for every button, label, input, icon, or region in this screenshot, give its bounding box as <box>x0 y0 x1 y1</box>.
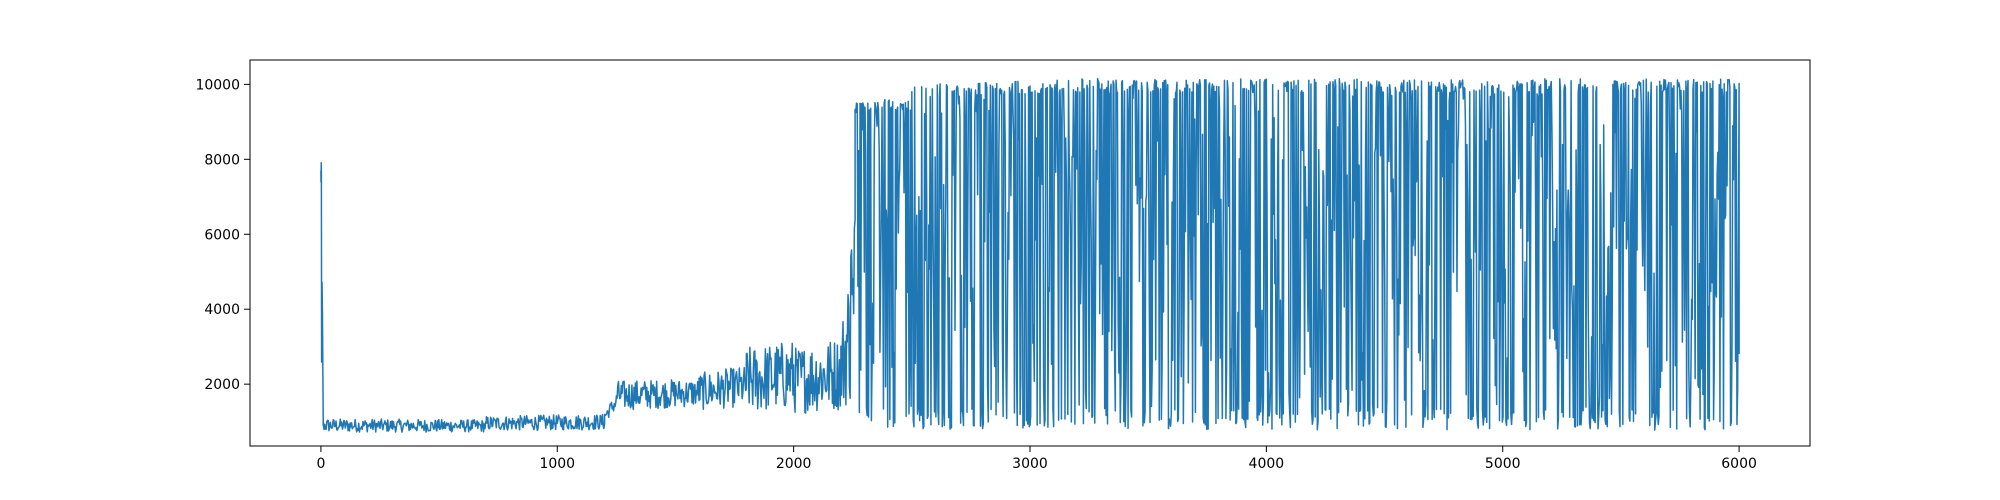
x-tick-label: 6000 <box>1721 456 1757 472</box>
x-tick-label: 3000 <box>1012 456 1048 472</box>
x-tick-label: 2000 <box>776 456 812 472</box>
series-line-0 <box>320 78 1740 433</box>
y-axis-ticks: 2000 4000 6000 8000 10000 <box>195 77 250 393</box>
y-tick-label: 10000 <box>195 77 240 93</box>
x-axis-ticks: 0 1000 2000 3000 4000 5000 6000 <box>316 446 1757 472</box>
y-tick-label: 2000 <box>204 377 240 393</box>
x-tick-label: 4000 <box>1249 456 1285 472</box>
y-tick-label: 8000 <box>204 152 240 168</box>
x-tick-label: 0 <box>316 456 325 472</box>
plot-area <box>320 78 1740 433</box>
x-tick-label: 5000 <box>1485 456 1521 472</box>
x-tick-label: 1000 <box>539 456 575 472</box>
y-tick-label: 6000 <box>204 227 240 243</box>
axes-frame <box>249 59 1811 447</box>
y-tick-label: 4000 <box>204 302 240 318</box>
